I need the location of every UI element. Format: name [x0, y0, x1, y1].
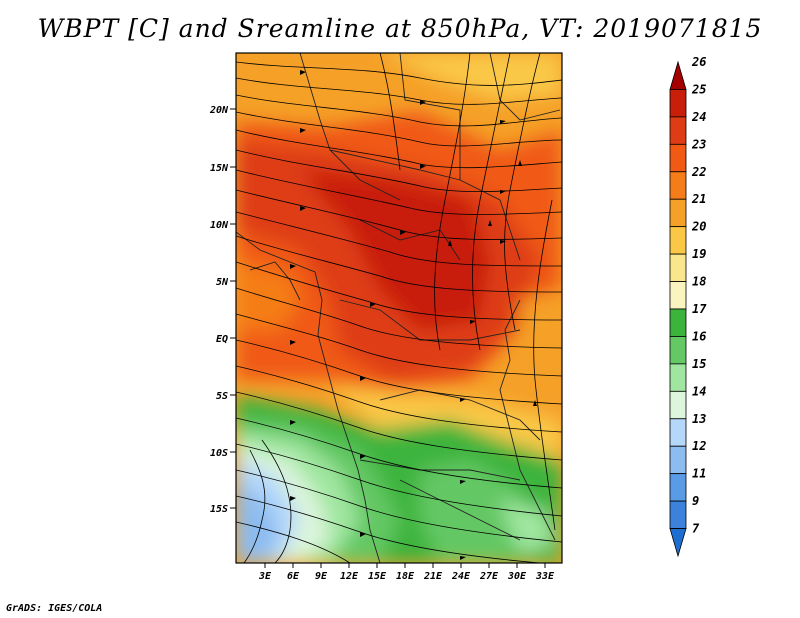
lon-label: 15E [368, 571, 387, 582]
coastline-borders [236, 53, 561, 563]
colorbar-swatch [669, 336, 687, 365]
colorbar-label: 18 [692, 275, 706, 289]
colorbar-swatch [669, 390, 687, 420]
colorbar-label: 16 [692, 329, 706, 343]
colorbar-label: 13 [692, 412, 706, 426]
lat-label: 5S [216, 391, 228, 402]
colorbar-label: 22 [691, 165, 706, 179]
colorbar-label: 7 [692, 522, 700, 536]
colorbar-swatch [669, 60, 687, 90]
colorbar-label: 14 [692, 384, 706, 398]
colorbar-label: 19 [692, 247, 706, 261]
colorbar-label: 12 [692, 439, 706, 453]
lat-label: 10S [210, 448, 228, 459]
colorbar-label: 15 [692, 357, 706, 371]
lon-label: 12E [340, 571, 359, 582]
lon-label: 33E [535, 571, 555, 582]
lon-label: 9E [315, 571, 328, 582]
colorbar-swatch [669, 528, 687, 558]
colorbar-swatch [669, 171, 687, 200]
grads-credit: GrADS: IGES/COLA [6, 603, 103, 614]
colorbar-swatch [669, 473, 687, 502]
colorbar-swatch [669, 281, 687, 310]
colorbar-label: 20 [691, 220, 706, 234]
lon-label: 27E [479, 571, 499, 582]
colorbar-swatch [669, 418, 687, 447]
map-title: WBPT [C] and Sreamline at 850hPa, VT: 20… [37, 14, 763, 43]
lat-label: 10N [210, 220, 229, 231]
colorbar-label: 11 [692, 467, 706, 481]
streamline-arrows [290, 70, 537, 560]
colorbar-swatch [669, 89, 687, 118]
lon-label: 24E [451, 571, 471, 582]
colorbar-swatch [669, 308, 687, 337]
wbpt-shaded-field [236, 53, 562, 563]
colorbar-label: 25 [691, 82, 706, 96]
colorbar-swatch [669, 253, 687, 282]
map-frame [235, 52, 563, 564]
colorbar: 26 25 24 23 22 21 20 19 18 17 16 15 14 13 12 11 9 7 [669, 55, 707, 558]
lon-label: 3E [258, 571, 272, 582]
lat-label: EQ [216, 334, 228, 345]
colorbar-label: 26 [691, 55, 706, 69]
colorbar-swatch [669, 226, 687, 255]
lat-label: 5N [216, 277, 229, 288]
lon-label: 30E [507, 571, 527, 582]
colorbar-label: 21 [691, 192, 706, 206]
colorbar-swatch [669, 116, 687, 145]
colorbar-label: 24 [691, 110, 706, 124]
lat-label: 20N [209, 105, 229, 116]
colorbar-swatch [669, 363, 687, 392]
colorbar-swatch [669, 500, 687, 529]
lon-label: 6E [287, 571, 300, 582]
colorbar-swatch [669, 143, 687, 173]
streamlines [236, 53, 562, 563]
lon-label: 21E [423, 571, 443, 582]
colorbar-label: 23 [691, 137, 706, 151]
colorbar-swatch [669, 198, 687, 228]
latitude-axis: 20N 15N 10N 5N EQ 5S 10S 15S [209, 105, 236, 515]
colorbar-swatch [669, 445, 687, 475]
colorbar-label: 9 [692, 494, 699, 508]
lat-label: 15N [210, 163, 229, 174]
lat-label: 15S [210, 504, 228, 515]
lon-label: 18E [396, 571, 415, 582]
longitude-axis: 3E 6E 9E 12E 15E 18E 21E 24E 27E 30E 33E [258, 563, 555, 582]
colorbar-label: 17 [692, 302, 707, 316]
